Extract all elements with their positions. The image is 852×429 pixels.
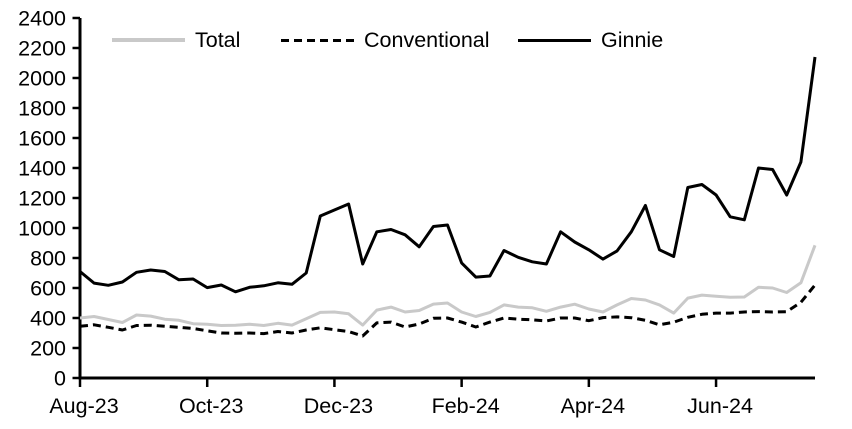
x-axis-label: Apr-24 [561,394,626,418]
ginnie-line-swatch-icon [518,38,591,42]
ginnie-series-line [79,56,817,294]
legend-item-ginnie: Ginnie [518,27,664,52]
y-axis-label: 1400 [18,157,66,181]
y-axis-label: 400 [30,307,66,331]
conventional-line-swatch-icon [281,38,354,42]
conventional-series-line [79,284,817,338]
y-axis-label: 1800 [18,97,66,121]
y-axis-label: 1000 [18,217,66,241]
x-axis-label: Oct-23 [179,394,244,418]
legend-item-conventional: Conventional [281,27,490,52]
total-line-swatch-icon [112,38,185,42]
x-axis-label: Aug-23 [49,394,118,418]
legend-label-conventional: Conventional [364,27,490,52]
y-axis-label: 600 [30,277,66,301]
y-axis-label: 1600 [18,127,66,151]
total-series-line [79,244,817,327]
y-axis-label: 0 [54,367,66,391]
y-axis-label: 800 [30,247,66,271]
legend-label-total: Total [195,27,241,52]
y-axis-label: 1200 [18,187,66,211]
y-axis-label: 2000 [18,67,66,91]
x-axis-label: Dec-23 [304,394,373,418]
y-axis-label: 2400 [18,7,66,31]
y-axis-label: 200 [30,337,66,361]
y-axis-label: 2200 [18,37,66,61]
legend-label-ginnie: Ginnie [601,27,664,52]
x-axis-label: Feb-24 [432,394,500,418]
x-axis-label: Jun-24 [687,394,753,418]
legend-item-total: Total [112,27,241,52]
